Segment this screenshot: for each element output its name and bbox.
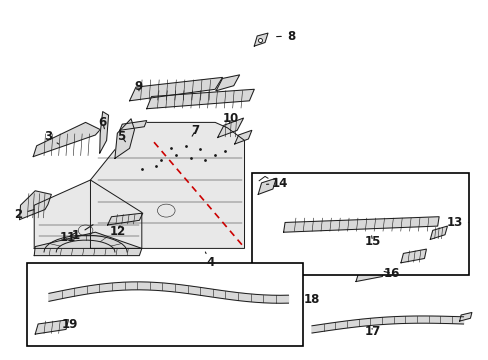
Polygon shape [115,119,134,158]
Text: 2: 2 [15,208,34,221]
Text: 8: 8 [276,30,294,42]
Polygon shape [129,77,222,101]
Text: 4: 4 [205,252,214,269]
Text: 17: 17 [364,325,380,338]
Polygon shape [234,130,251,144]
Text: 19: 19 [61,318,78,331]
Polygon shape [258,178,276,194]
Polygon shape [311,316,463,333]
Text: 11: 11 [59,231,76,244]
Polygon shape [34,180,142,248]
Polygon shape [34,232,142,256]
Text: 10: 10 [222,112,239,125]
Polygon shape [20,191,51,220]
Polygon shape [429,226,447,239]
Text: 9: 9 [134,80,142,93]
Text: 1: 1 [72,225,93,242]
Polygon shape [49,282,288,303]
Polygon shape [400,249,426,263]
Polygon shape [217,118,243,138]
Polygon shape [44,235,127,252]
Polygon shape [355,267,385,282]
Text: 7: 7 [191,124,199,137]
Polygon shape [283,217,438,232]
Text: 16: 16 [383,267,400,280]
Text: 6: 6 [99,116,106,129]
Text: 5: 5 [117,130,125,143]
FancyBboxPatch shape [27,263,303,346]
Text: 15: 15 [364,235,380,248]
Text: 12: 12 [109,225,125,238]
Polygon shape [146,89,254,109]
Polygon shape [33,122,100,157]
Text: 3: 3 [44,130,59,144]
Polygon shape [100,112,108,153]
Text: 13: 13 [446,216,468,229]
Text: 18: 18 [303,293,320,306]
Polygon shape [216,75,239,91]
Polygon shape [120,121,146,130]
FancyBboxPatch shape [251,173,468,275]
Polygon shape [35,320,68,334]
Text: 14: 14 [266,177,287,190]
Polygon shape [459,312,471,321]
Polygon shape [90,122,244,248]
Polygon shape [107,213,142,225]
Polygon shape [254,33,267,46]
